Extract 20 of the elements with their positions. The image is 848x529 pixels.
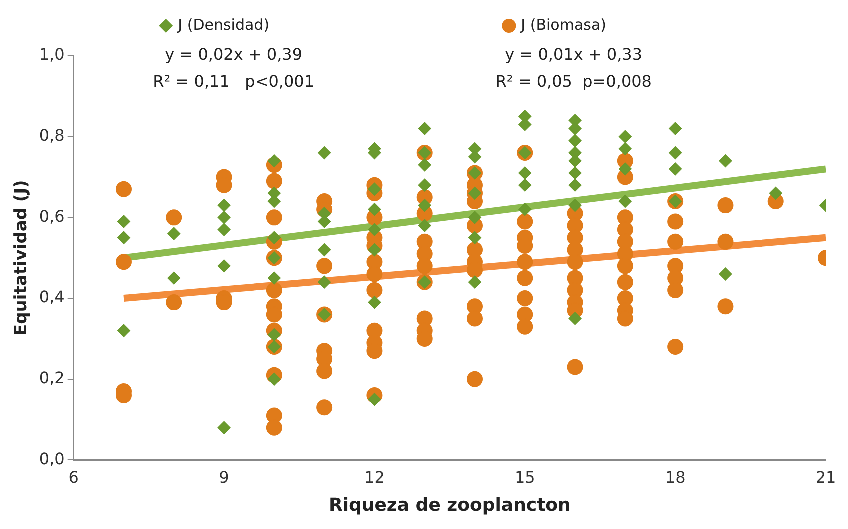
- annotation: y = 0,02x + 0,39: [165, 45, 303, 64]
- x-tick-label: 18: [665, 468, 686, 487]
- y-tick-label: 0,0: [39, 449, 65, 468]
- annotation: R² = 0,11 p<0,001: [153, 72, 315, 92]
- annotation: R² = 0,05 p=0,008: [496, 72, 652, 92]
- x-tick-label: 12: [364, 468, 385, 487]
- y-tick-label: 0,6: [39, 206, 65, 226]
- y-tick-label: 1,0: [39, 45, 65, 64]
- legend-label: J (Densidad): [177, 16, 270, 34]
- x-axis-title: Riqueza de zooplancton: [328, 494, 571, 516]
- y-tick-label: 0,2: [39, 368, 65, 388]
- y-tick-label: 0,4: [39, 288, 65, 307]
- y-axis-title: Equitatividad (J): [12, 180, 32, 336]
- x-tick-label: 15: [514, 468, 536, 487]
- x-tick-label: 9: [219, 468, 230, 487]
- annotation: y = 0,01x + 0,33: [505, 45, 643, 64]
- x-tick-label: 6: [68, 468, 79, 487]
- y-tick-label: 0,8: [39, 126, 65, 145]
- x-tick-label: 21: [816, 468, 836, 487]
- legend-label: J (Biomasa): [520, 16, 607, 34]
